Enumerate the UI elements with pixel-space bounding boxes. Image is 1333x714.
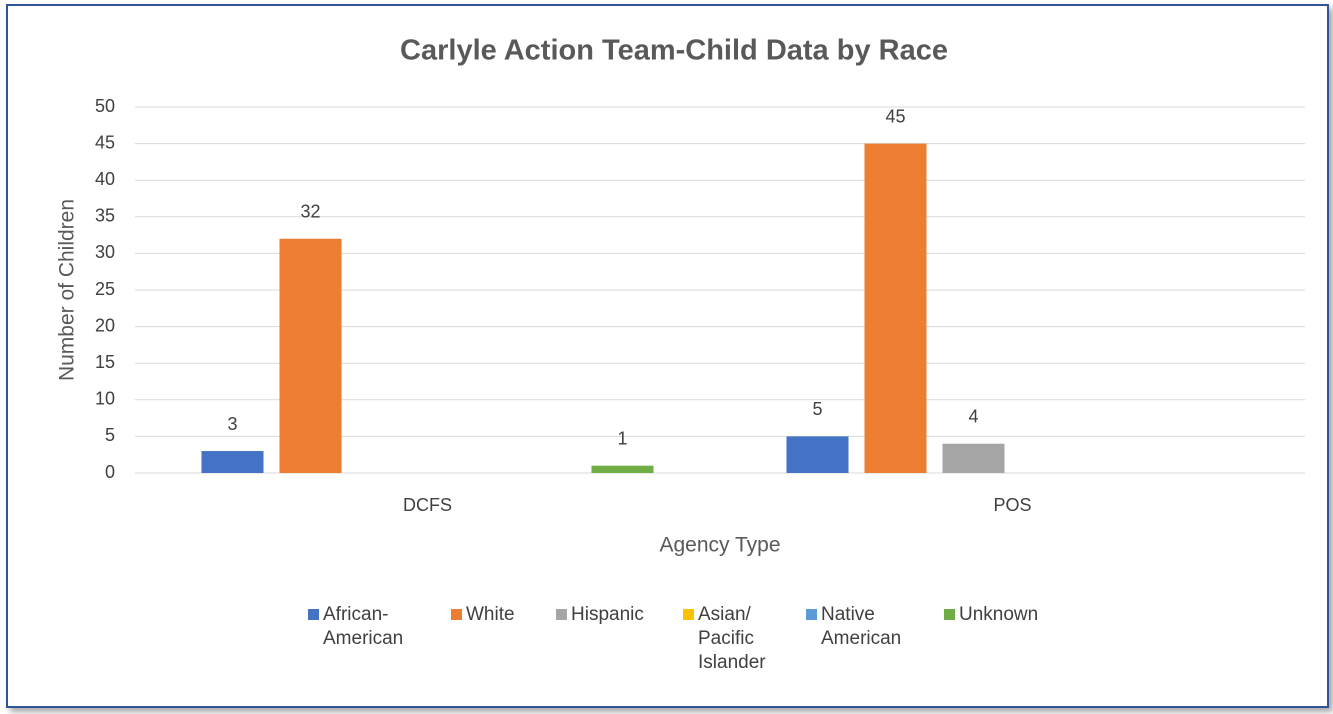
bar xyxy=(942,443,1005,473)
legend-label: Unknown xyxy=(959,604,1039,625)
data-label: 1 xyxy=(617,428,627,448)
legend-item: Asian/ Pacific Islander xyxy=(683,603,793,675)
y-tick-label: 5 xyxy=(105,425,115,445)
y-tick-label: 15 xyxy=(95,352,115,372)
y-tick-label: 20 xyxy=(95,315,115,335)
legend-swatch xyxy=(683,609,694,620)
data-label: 5 xyxy=(812,399,822,419)
legend-swatch xyxy=(451,609,462,620)
y-axis-title: Number of Children xyxy=(56,199,79,381)
y-tick-label: 30 xyxy=(95,242,115,262)
bar xyxy=(279,238,342,473)
x-tick-label: POS xyxy=(993,495,1031,515)
legend-label: White xyxy=(466,604,515,625)
bar xyxy=(591,465,654,473)
y-tick-label: 10 xyxy=(95,389,115,409)
y-tick-label: 35 xyxy=(95,206,115,226)
legend-label: Hispanic xyxy=(571,604,644,625)
y-tick-label: 50 xyxy=(95,96,115,116)
legend-swatch xyxy=(944,609,955,620)
bar xyxy=(864,143,927,473)
y-tick-label: 25 xyxy=(95,279,115,299)
chart-title: Carlyle Action Team-Child Data by Race xyxy=(400,35,948,67)
x-tick-label: DCFS xyxy=(403,495,452,515)
y-tick-label: 0 xyxy=(105,462,115,482)
data-label: 4 xyxy=(968,406,978,426)
legend-swatch xyxy=(308,609,319,620)
data-label: 32 xyxy=(300,202,320,222)
chart-frame xyxy=(6,4,1329,708)
bar xyxy=(786,436,849,473)
x-axis-title: Agency Type xyxy=(659,534,780,557)
legend-item: Unknown xyxy=(944,603,1054,627)
legend-item: African-American xyxy=(308,603,418,651)
bar xyxy=(201,451,264,473)
data-label: 45 xyxy=(885,106,905,126)
legend-item: Hispanic xyxy=(556,603,666,627)
y-tick-label: 40 xyxy=(95,169,115,189)
legend-swatch xyxy=(556,609,567,620)
data-label: 3 xyxy=(227,414,237,434)
legend-label: African-American xyxy=(323,604,404,649)
legend-label: Asian/ Pacific Islander xyxy=(698,604,766,673)
legend-item: Native American xyxy=(806,603,916,651)
legend-item: White xyxy=(451,603,561,627)
legend-swatch xyxy=(806,609,817,620)
legend-label: Native American xyxy=(821,604,902,649)
y-tick-label: 45 xyxy=(95,132,115,152)
